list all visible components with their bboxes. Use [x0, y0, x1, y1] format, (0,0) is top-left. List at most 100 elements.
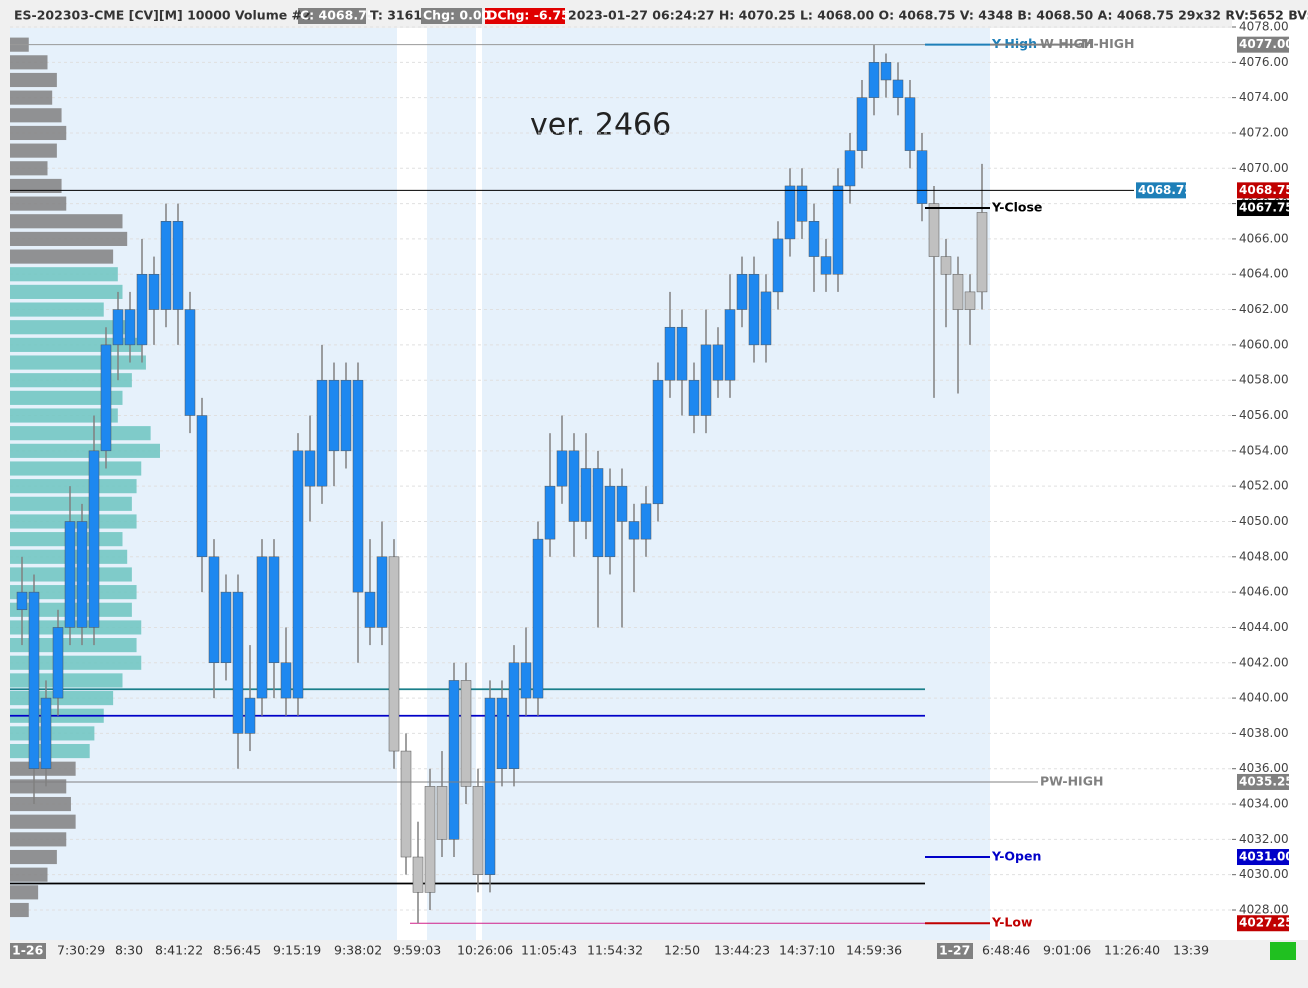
- profile-bar: [10, 496, 132, 511]
- candle-body: [508, 662, 520, 769]
- y-tick-label: 4060.00: [1239, 337, 1289, 351]
- y-tick-label: 4046.00: [1239, 585, 1289, 599]
- level-label: Y-Open: [991, 849, 1041, 864]
- price-box: [1237, 36, 1289, 53]
- price-box-label: 4077.00: [1239, 37, 1294, 51]
- candle-body: [736, 273, 748, 310]
- candle-body: [244, 697, 256, 734]
- y-tick-label: 4052.00: [1239, 479, 1289, 493]
- price-box-label: 4035.25: [1239, 774, 1294, 788]
- profile-bar: [10, 902, 29, 918]
- price-box-label: 4027.25: [1239, 916, 1294, 930]
- candle-body: [172, 221, 184, 310]
- y-tick-label: 4066.00: [1239, 231, 1289, 245]
- price-box-label: 4068.75: [1239, 183, 1294, 197]
- y-tick-label: 4028.00: [1239, 903, 1289, 917]
- candle-body: [880, 62, 892, 81]
- profile-bar: [10, 620, 142, 635]
- x-tick-label: 8:41:22: [155, 943, 203, 958]
- x-tick-label: 1-26: [12, 943, 44, 958]
- y-tick-label: 4032.00: [1239, 832, 1289, 846]
- candle-body: [388, 556, 400, 752]
- candle-body: [208, 556, 220, 664]
- candle-body: [316, 379, 328, 487]
- profile-bar: [10, 408, 118, 423]
- profile-bar: [10, 867, 48, 882]
- y-tick-label: 4042.00: [1239, 655, 1289, 669]
- level-label: Y-Low: [991, 915, 1033, 930]
- y-tick-label: 4064.00: [1239, 267, 1289, 281]
- candle-body: [256, 556, 268, 699]
- x-tick-label: 11:54:32: [587, 943, 643, 958]
- last-price-tag-label: 4068.75: [1138, 183, 1193, 197]
- candle-body: [820, 256, 832, 275]
- profile-bar: [10, 178, 62, 194]
- profile-bar: [10, 249, 114, 264]
- candle-body: [184, 309, 196, 416]
- close-box: [298, 8, 366, 24]
- candle-body: [808, 221, 820, 257]
- candle-body: [532, 538, 544, 699]
- candle-body: [160, 221, 172, 310]
- level-label: Y-Close: [991, 200, 1042, 215]
- profile-bar: [10, 196, 67, 211]
- candle-body: [436, 786, 448, 840]
- time-axis: [10, 940, 1232, 962]
- profile-bar: [10, 284, 123, 299]
- profile-bar: [10, 673, 123, 688]
- y-tick-label: 4058.00: [1239, 373, 1289, 387]
- candle-body: [292, 450, 304, 699]
- candle-body: [760, 291, 772, 346]
- candle-body: [76, 521, 88, 628]
- candle-body: [688, 379, 700, 416]
- profile-bar: [10, 231, 128, 246]
- date-box: [937, 943, 973, 959]
- price-box: [1237, 200, 1289, 217]
- profile-bar: [10, 638, 137, 653]
- candle-body: [952, 273, 964, 310]
- candle-body: [28, 591, 40, 769]
- candle-body: [424, 786, 436, 893]
- candle-body: [904, 97, 916, 151]
- level-label: M-HIGH: [1081, 36, 1134, 51]
- x-tick-label: 7:30:29: [57, 943, 105, 958]
- last-price-tag: [1136, 182, 1186, 199]
- candle-body: [784, 185, 796, 240]
- x-tick-label: 11:05:43: [521, 943, 577, 958]
- candle-body: [640, 503, 652, 540]
- profile-bar: [10, 390, 123, 405]
- candle-body: [748, 273, 760, 346]
- x-tick-label: 1-27: [939, 943, 970, 958]
- status-box: [1270, 942, 1296, 960]
- stats: 2023-01-27 06:24:27 H: 4070.25 L: 4068.0…: [568, 8, 1308, 23]
- x-tick-label: 14:37:10: [779, 943, 835, 958]
- candle-body: [340, 379, 352, 452]
- candle-body: [700, 344, 712, 416]
- candle-body: [616, 485, 628, 522]
- candle-body: [400, 750, 412, 858]
- profile-bar: [10, 90, 53, 105]
- candle-body: [64, 521, 76, 628]
- y-tick-label: 4044.00: [1239, 620, 1289, 634]
- x-tick-label: 8:56:45: [213, 943, 261, 958]
- profile-bar: [10, 443, 160, 458]
- y-tick-label: 4038.00: [1239, 726, 1289, 740]
- profile-bar: [10, 849, 57, 865]
- price-box: [1237, 182, 1289, 199]
- y-tick-label: 4076.00: [1239, 55, 1289, 69]
- watermark: ver. 2466: [530, 108, 671, 143]
- x-tick-label: 9:01:06: [1043, 943, 1091, 958]
- profile-bar: [10, 72, 57, 88]
- y-tick-label: 4048.00: [1239, 549, 1289, 563]
- candle-body: [136, 273, 148, 346]
- candle-body: [460, 680, 472, 787]
- profile-bar: [10, 796, 71, 812]
- profile-bar: [10, 461, 142, 476]
- profile-bar: [10, 125, 67, 141]
- candle-body: [628, 521, 640, 540]
- candle-body: [544, 485, 556, 540]
- candle-body: [124, 309, 136, 346]
- y-tick-label: 4050.00: [1239, 514, 1289, 528]
- candle-body: [40, 697, 52, 769]
